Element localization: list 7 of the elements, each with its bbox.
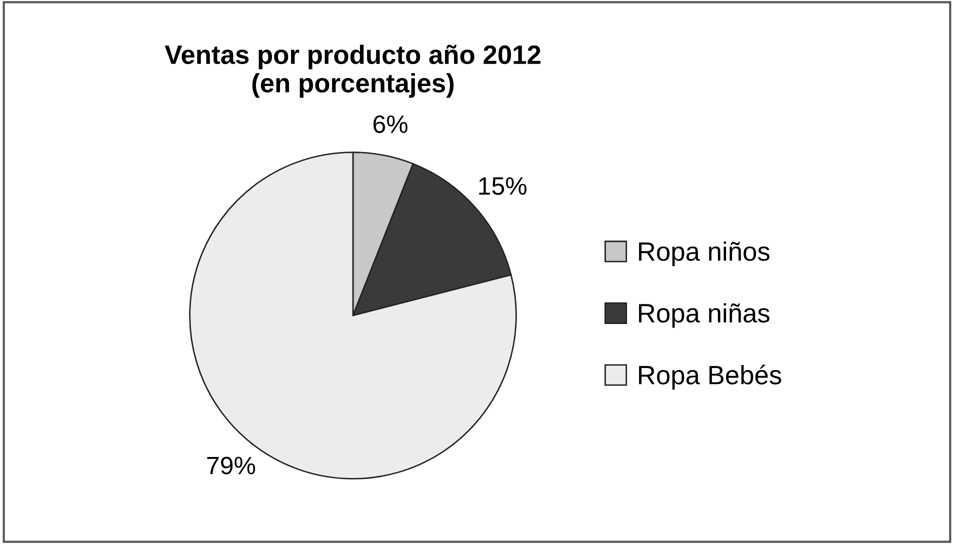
legend-label: Ropa niñas (639, 303, 770, 328)
legend-label: Ropa Bebés (639, 364, 782, 390)
data-label: 15% (479, 177, 526, 195)
data-label: 79% (207, 456, 256, 474)
legend-label: Ropa niños (639, 242, 770, 266)
data-label: 6% (373, 115, 408, 134)
chart-title: Ventas por producto año 2012 (en porcentajes) (164, 44, 540, 98)
